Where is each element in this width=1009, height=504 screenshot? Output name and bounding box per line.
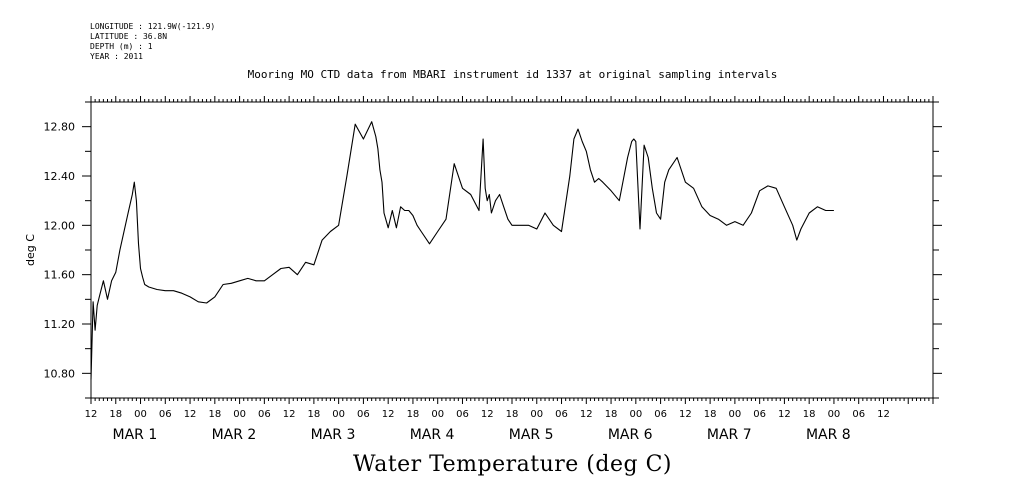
plot-frame — [90, 101, 934, 399]
y-tick-label: 11.20 — [44, 318, 76, 331]
x-tick-label: 18 — [407, 409, 420, 420]
x-tick-label: 06 — [852, 409, 865, 420]
x-tick-label: 12 — [481, 409, 494, 420]
x-tick-label: 12 — [184, 409, 197, 420]
x-tick-label: 18 — [506, 409, 519, 420]
day-label: MAR 8 — [806, 427, 851, 443]
x-tick-label: 06 — [456, 409, 469, 420]
x-tick-label: 00 — [332, 409, 345, 420]
x-tick-label: 00 — [233, 409, 246, 420]
x-tick-label: 12 — [778, 409, 791, 420]
x-tick-label: 12 — [283, 409, 296, 420]
depth-label: DEPTH (m) : 1 — [90, 42, 153, 51]
day-label: MAR 2 — [212, 427, 257, 443]
day-label: MAR 3 — [311, 427, 356, 443]
x-tick-label: 18 — [109, 409, 122, 420]
y-tick-label: 12.00 — [44, 219, 76, 232]
x-axis-title: Water Temperature (deg C) — [353, 452, 672, 477]
y-tick-label: 12.40 — [44, 170, 76, 183]
x-tick-label: 00 — [530, 409, 543, 420]
x-tick-label: 12 — [679, 409, 692, 420]
y-tick-label: 12.80 — [44, 121, 76, 134]
x-tick-label: 18 — [605, 409, 618, 420]
x-tick-label: 18 — [208, 409, 221, 420]
x-tick-label: 00 — [629, 409, 642, 420]
x-tick-label: 06 — [654, 409, 667, 420]
year-label: YEAR : 2011 — [90, 52, 143, 61]
x-tick-label: 18 — [308, 409, 321, 420]
x-tick-label: 12 — [85, 409, 98, 420]
latitude-label: LATITUDE : 36.8N — [90, 32, 168, 41]
day-label: MAR 5 — [509, 427, 554, 443]
x-tick-label: 00 — [431, 409, 444, 420]
x-tick-label: 18 — [803, 409, 816, 420]
temperature-series-line — [90, 121, 834, 380]
x-tick-label: 00 — [828, 409, 841, 420]
x-tick-label: 12 — [580, 409, 593, 420]
x-tick-label: 12 — [382, 409, 395, 420]
day-label: MAR 6 — [608, 427, 653, 443]
chart-title: Mooring MO CTD data from MBARI instrumen… — [247, 68, 778, 81]
x-axis-title-wrap: Water Temperature (deg C) — [0, 452, 1009, 477]
x-tick-label: 12 — [877, 409, 890, 420]
x-tick-label: 18 — [704, 409, 717, 420]
x-tick-label: 06 — [159, 409, 172, 420]
day-label: MAR 7 — [707, 427, 752, 443]
metadata-block: LONGITUDE : 121.9W(-121.9) LATITUDE : 36… — [90, 22, 215, 62]
x-tick-label: 06 — [357, 409, 370, 420]
x-tick-label: 06 — [258, 409, 271, 420]
y-axis-label: deg C — [24, 234, 37, 266]
x-tick-label: 00 — [134, 409, 147, 420]
day-label: MAR 4 — [410, 427, 455, 443]
x-tick-label: 00 — [729, 409, 742, 420]
y-tick-label: 11.60 — [44, 269, 76, 282]
longitude-label: LONGITUDE : 121.9W(-121.9) — [90, 22, 216, 31]
day-label: MAR 1 — [113, 427, 158, 443]
y-tick-label: 10.80 — [44, 367, 76, 380]
chart-title-wrap: Mooring MO CTD data from MBARI instrumen… — [0, 68, 1009, 81]
x-tick-label: 06 — [753, 409, 766, 420]
x-tick-label: 06 — [555, 409, 568, 420]
